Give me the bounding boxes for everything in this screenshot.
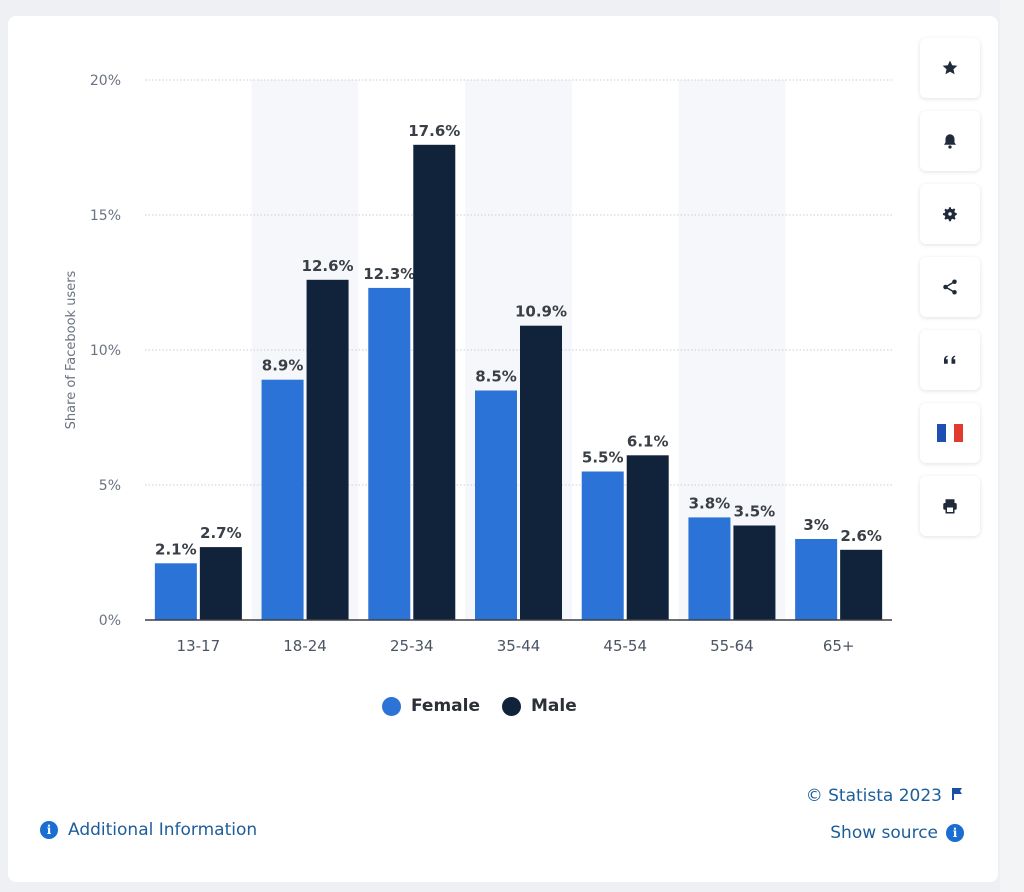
- bar-male: [199, 547, 242, 620]
- flag-icon: [952, 786, 964, 806]
- data-label: 3.8%: [689, 494, 731, 512]
- bar-male: [840, 549, 883, 620]
- bar-male: [306, 279, 349, 620]
- legend-item-male[interactable]: Male: [502, 696, 577, 716]
- data-label: 3%: [803, 516, 828, 534]
- data-label: 12.3%: [363, 265, 415, 283]
- credit-text: © Statista 2023: [805, 786, 942, 806]
- bar-female: [475, 390, 517, 620]
- legend-label-female: Female: [411, 696, 480, 716]
- share-button[interactable]: [920, 257, 980, 317]
- favorite-button[interactable]: [920, 38, 980, 98]
- info-icon: i: [946, 824, 964, 842]
- additional-information-label: Additional Information: [68, 820, 258, 840]
- data-label: 8.9%: [262, 357, 304, 375]
- data-label: 10.9%: [515, 303, 567, 321]
- x-tick-label: 55-64: [710, 637, 754, 655]
- y-tick-label: 5%: [99, 478, 121, 494]
- bar-female: [688, 517, 731, 620]
- legend-swatch-female: [382, 696, 401, 716]
- bell-icon: [941, 132, 959, 150]
- show-source-label: Show source: [830, 823, 938, 843]
- cite-button[interactable]: [920, 330, 980, 390]
- statista-credit[interactable]: © Statista 2023: [806, 786, 964, 806]
- legend-label-male: Male: [531, 696, 577, 716]
- print-icon: [941, 497, 959, 515]
- bar-female: [368, 287, 411, 620]
- y-tick-label: 15%: [90, 208, 121, 224]
- y-tick-label: 10%: [90, 343, 121, 359]
- bar-female: [581, 471, 624, 620]
- gear-icon: [941, 205, 959, 223]
- data-label: 8.5%: [475, 368, 517, 386]
- bar-female: [795, 539, 838, 620]
- notification-button[interactable]: [920, 111, 980, 171]
- legend-swatch-male: [502, 696, 521, 716]
- data-label: 3.5%: [734, 503, 776, 521]
- bar-female: [154, 563, 197, 620]
- data-label: 6.1%: [627, 432, 669, 450]
- additional-information-link[interactable]: i Additional Information: [40, 820, 257, 840]
- quote-icon: [941, 351, 959, 369]
- x-tick-label: 13-17: [177, 637, 221, 655]
- data-label: 5.5%: [582, 449, 624, 467]
- x-tick-label: 65+: [823, 637, 855, 655]
- info-icon: i: [40, 821, 58, 839]
- page-background-strip: [1000, 0, 1024, 892]
- data-label: 2.7%: [200, 524, 242, 542]
- bar-female: [261, 379, 304, 620]
- bar-male: [733, 525, 776, 620]
- data-label: 2.1%: [155, 540, 197, 558]
- data-label: 17.6%: [408, 122, 460, 140]
- x-tick-label: 35-44: [497, 637, 541, 655]
- chart-legend: Female Male: [382, 696, 577, 716]
- language-button[interactable]: [920, 403, 980, 463]
- french-flag-icon: [937, 424, 963, 442]
- star-icon: [941, 59, 959, 77]
- x-tick-label: 45-54: [603, 637, 647, 655]
- y-tick-label: 0%: [99, 613, 121, 629]
- x-tick-label: 25-34: [390, 637, 434, 655]
- y-axis-label: Share of Facebook users: [64, 270, 79, 429]
- share-icon: [941, 278, 959, 296]
- data-label: 12.6%: [302, 257, 354, 275]
- legend-item-female[interactable]: Female: [382, 696, 480, 716]
- print-button[interactable]: [920, 476, 980, 536]
- settings-button[interactable]: [920, 184, 980, 244]
- show-source-link[interactable]: Show source i: [830, 823, 964, 843]
- y-tick-label: 20%: [90, 73, 121, 89]
- bar-male: [520, 325, 562, 620]
- data-label: 2.6%: [840, 527, 882, 545]
- bar-male: [413, 144, 456, 621]
- bar-male: [626, 455, 669, 620]
- x-tick-label: 18-24: [283, 637, 327, 655]
